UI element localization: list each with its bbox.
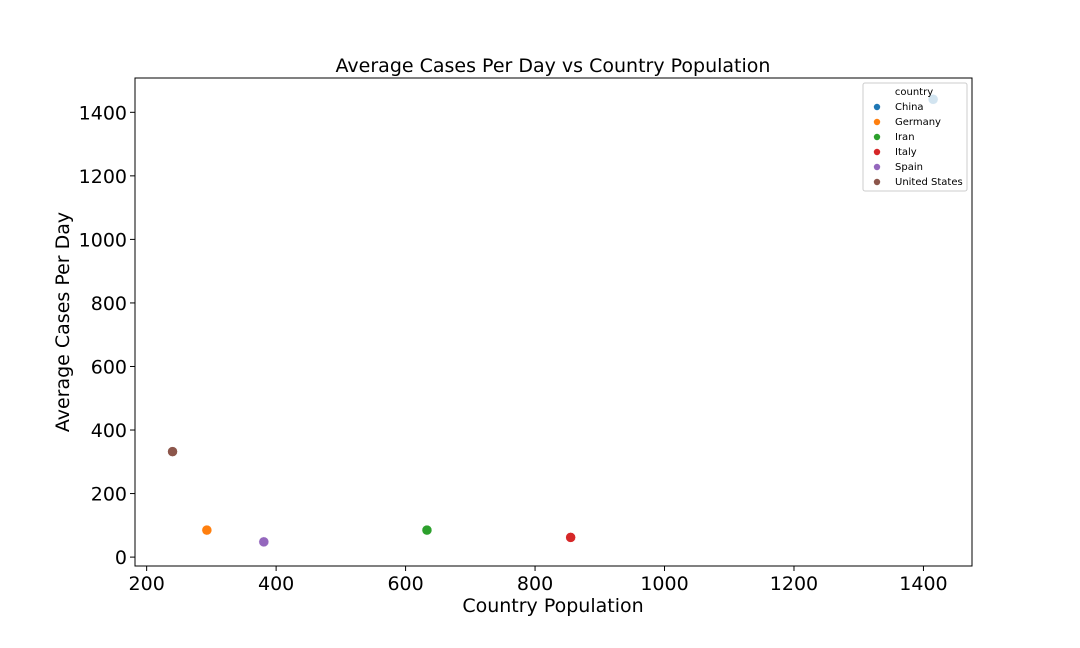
data-point-spain bbox=[258, 536, 270, 548]
y-axis-label: Average Cases Per Day bbox=[52, 212, 74, 432]
plot-area-frame bbox=[134, 77, 973, 567]
data-points bbox=[167, 94, 939, 548]
legend-label: Iran bbox=[895, 132, 915, 143]
chart-title: Average Cases Per Day vs Country Populat… bbox=[336, 55, 771, 77]
y-tick-label: 1400 bbox=[79, 102, 127, 124]
legend-marker bbox=[873, 133, 881, 141]
x-tick-label: 600 bbox=[387, 573, 423, 595]
legend-marker bbox=[873, 103, 881, 111]
legend: country China Germany Iran Italy Spain United… bbox=[862, 82, 968, 192]
data-point-italy bbox=[565, 532, 576, 543]
legend-label: China bbox=[895, 102, 924, 113]
y-tick-label: 1200 bbox=[79, 166, 127, 188]
x-axis-ticks: 200 400 600 800 1000 1200 1400 bbox=[129, 566, 948, 595]
x-tick-label: 1200 bbox=[770, 573, 818, 595]
legend-label: Italy bbox=[895, 147, 917, 158]
legend-marker bbox=[873, 163, 881, 171]
legend-marker bbox=[873, 118, 881, 126]
legend-entries: China Germany Iran Italy Spain United States bbox=[873, 102, 963, 188]
x-axis-label: Country Population bbox=[462, 595, 643, 617]
y-tick-label: 400 bbox=[91, 420, 127, 442]
y-tick-label: 0 bbox=[115, 547, 127, 569]
y-tick-label: 800 bbox=[91, 293, 127, 315]
x-tick-label: 400 bbox=[258, 573, 294, 595]
legend-label: United States bbox=[895, 177, 963, 188]
data-point-iran bbox=[421, 524, 433, 536]
legend-title: country bbox=[895, 87, 933, 98]
y-tick-label: 1000 bbox=[79, 229, 127, 251]
legend-marker bbox=[873, 148, 881, 156]
x-tick-label: 1400 bbox=[899, 573, 947, 595]
y-axis-ticks: 0 200 400 600 800 1000 1200 1400 bbox=[79, 102, 135, 569]
x-tick-label: 1000 bbox=[640, 573, 688, 595]
legend-label: Spain bbox=[895, 162, 923, 173]
data-point-germany bbox=[201, 524, 213, 536]
data-point-united-states bbox=[167, 446, 178, 457]
y-tick-label: 200 bbox=[91, 484, 127, 506]
x-tick-label: 200 bbox=[129, 573, 165, 595]
legend-marker bbox=[873, 178, 881, 186]
y-tick-label: 600 bbox=[91, 356, 127, 378]
legend-label: Germany bbox=[895, 117, 941, 128]
legend-box bbox=[862, 82, 968, 192]
x-tick-label: 800 bbox=[517, 573, 553, 595]
